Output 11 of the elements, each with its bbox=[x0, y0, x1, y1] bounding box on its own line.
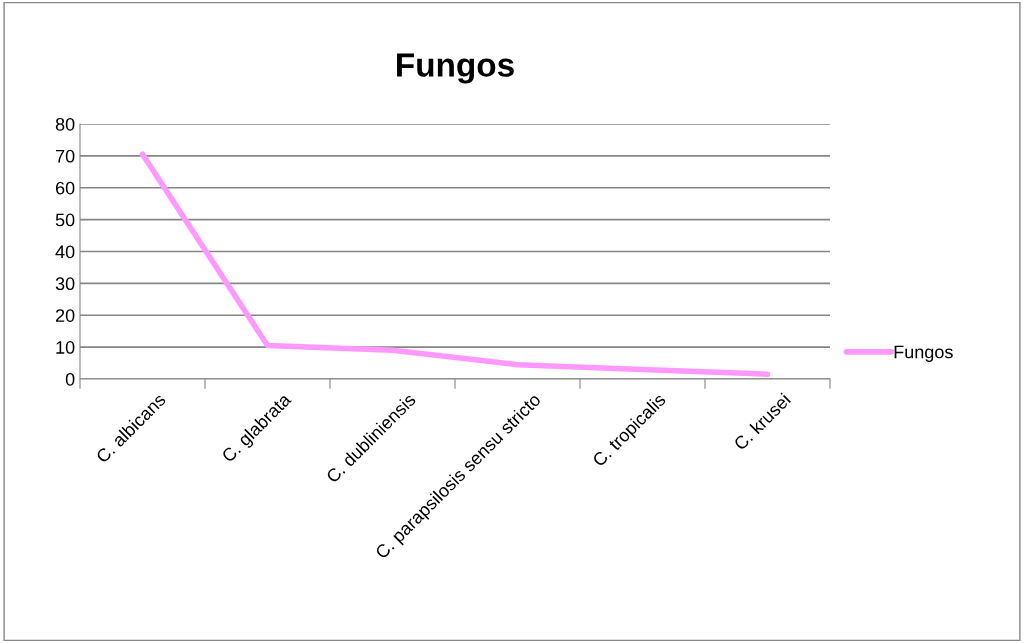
y-tick-label: 50 bbox=[55, 213, 75, 227]
y-tick-label: 80 bbox=[55, 117, 75, 131]
y-tick-label: 40 bbox=[55, 245, 75, 259]
chart-title: Fungos bbox=[397, 53, 514, 84]
legend-label: Fungos bbox=[894, 345, 953, 362]
y-tick-label: 10 bbox=[56, 341, 75, 354]
y-tick-label: 20 bbox=[55, 309, 75, 322]
y-tick-label: 70 bbox=[55, 149, 75, 163]
y-tick-label: 60 bbox=[55, 181, 75, 195]
y-tick-label: 30 bbox=[55, 277, 75, 291]
y-tick-label: 0 bbox=[65, 372, 75, 386]
